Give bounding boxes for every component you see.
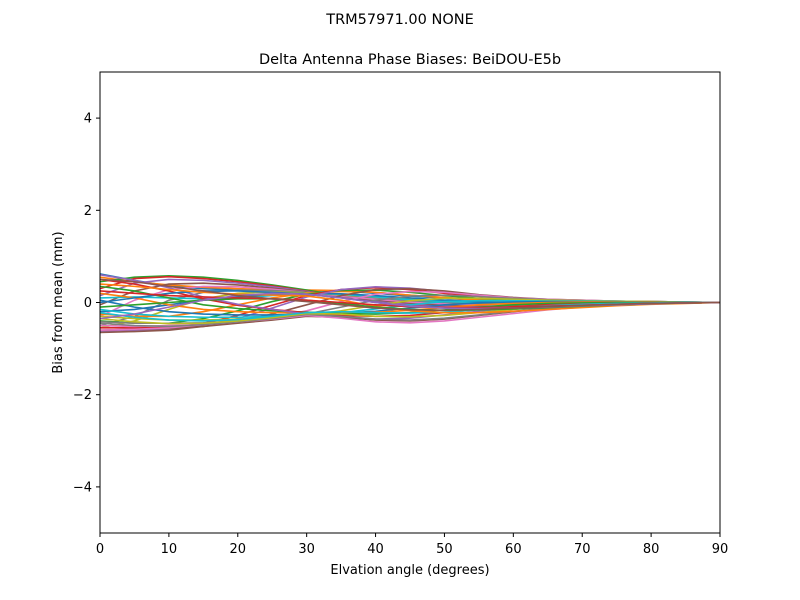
series-line-36 [100,278,720,312]
x-tick-label: 40 [367,542,384,557]
x-tick-label: 60 [505,542,522,557]
y-axis-label: Bias from mean (mm) [51,231,66,373]
chart-title: Delta Antenna Phase Biases: BeiDOU-E5b [259,52,561,68]
figure-suptitle: TRM57971.00 NONE [325,12,474,28]
x-tick-label: 50 [436,542,453,557]
x-tick-label: 80 [643,542,660,557]
x-tick-label: 0 [96,542,104,557]
x-axis: 0 10 20 30 40 50 60 70 80 90 [96,533,728,557]
x-tick-label: 70 [574,542,591,557]
x-axis-label: Elvation angle (degrees) [330,563,489,578]
x-tick-label: 30 [298,542,315,557]
x-tick-label: 10 [161,542,178,557]
y-tick-label: −4 [73,480,92,495]
y-tick-label: 0 [84,296,92,311]
x-tick-label: 20 [230,542,247,557]
y-tick-label: −2 [73,388,92,403]
series-layer [100,273,720,334]
y-tick-label: 2 [84,204,92,219]
y-tick-label: 4 [84,112,92,127]
x-tick-label: 90 [712,542,729,557]
series-line-32 [100,283,720,314]
y-axis: −4 −2 0 2 4 [73,112,100,495]
series-line-30 [100,301,720,322]
